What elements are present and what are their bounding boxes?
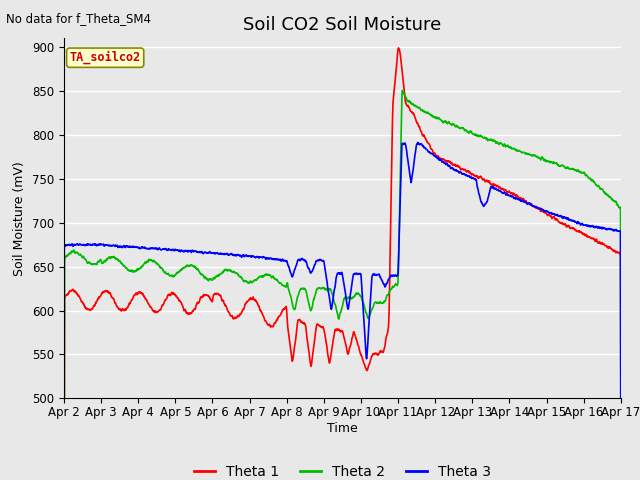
Theta 2	[617, 361, 625, 367]
Theta 3	[331, 286, 339, 291]
Theta 2	[499, 143, 506, 148]
Theta 1	[395, 45, 403, 51]
Theta 1	[316, 323, 324, 329]
Theta 3	[499, 191, 506, 196]
Theta 3	[414, 140, 422, 145]
Theta 1	[601, 242, 609, 248]
Theta 2	[601, 190, 609, 196]
Title: Soil CO2 Soil Moisture: Soil CO2 Soil Moisture	[243, 16, 442, 34]
Text: TA_soilco2: TA_soilco2	[70, 51, 141, 64]
Y-axis label: Soil Moisture (mV): Soil Moisture (mV)	[13, 161, 26, 276]
Line: Theta 2: Theta 2	[64, 90, 621, 480]
Theta 2	[399, 87, 406, 93]
Theta 3	[601, 226, 609, 231]
Theta 2	[88, 261, 96, 267]
Theta 1	[88, 306, 96, 312]
Theta 2	[316, 285, 324, 291]
Theta 1	[601, 242, 609, 248]
Theta 3	[60, 440, 68, 445]
Line: Theta 1: Theta 1	[64, 48, 621, 480]
Line: Theta 3: Theta 3	[64, 143, 621, 443]
Theta 1	[331, 328, 339, 334]
X-axis label: Time: Time	[327, 422, 358, 435]
Theta 3	[316, 256, 324, 262]
Theta 3	[88, 241, 96, 247]
Theta 2	[601, 190, 609, 195]
Theta 3	[601, 226, 609, 232]
Theta 2	[331, 301, 339, 307]
Theta 3	[617, 431, 625, 437]
Text: No data for f_Theta_SM4: No data for f_Theta_SM4	[6, 12, 152, 25]
Theta 1	[499, 187, 506, 192]
Legend: Theta 1, Theta 2, Theta 3: Theta 1, Theta 2, Theta 3	[189, 459, 496, 480]
Theta 1	[617, 398, 625, 404]
